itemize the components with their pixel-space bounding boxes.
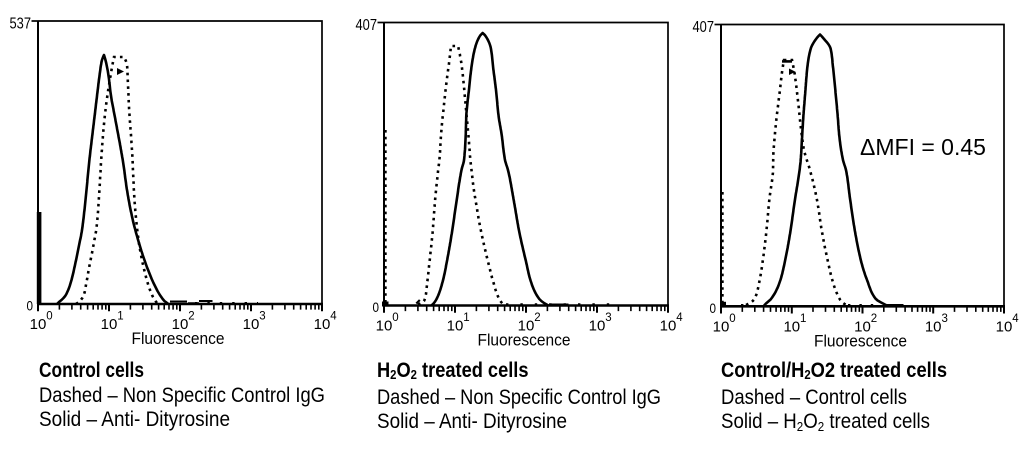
svg-text:407: 407 <box>693 19 715 36</box>
svg-text:10: 10 <box>996 318 1013 335</box>
svg-text:407: 407 <box>356 17 378 34</box>
svg-text:10: 10 <box>713 318 730 335</box>
svg-text:0: 0 <box>392 312 398 324</box>
svg-text:10: 10 <box>660 318 677 335</box>
svg-text:10: 10 <box>854 318 871 335</box>
svg-text:10: 10 <box>783 318 800 335</box>
svg-text:10: 10 <box>589 318 606 335</box>
svg-text:0: 0 <box>710 300 717 316</box>
svg-text:0: 0 <box>373 299 380 315</box>
svg-text:1: 1 <box>463 312 469 324</box>
svg-text:0: 0 <box>27 298 34 314</box>
svg-text:537: 537 <box>10 16 32 33</box>
svg-text:Fluorescence: Fluorescence <box>814 332 907 350</box>
svg-text:2: 2 <box>188 311 194 323</box>
svg-text:4: 4 <box>330 311 337 323</box>
svg-text:2: 2 <box>871 313 877 325</box>
svg-text:2: 2 <box>534 312 540 324</box>
svg-text:10: 10 <box>376 318 393 335</box>
svg-text:3: 3 <box>605 312 611 324</box>
svg-text:10: 10 <box>447 318 464 335</box>
svg-text:Fluorescence: Fluorescence <box>132 330 225 348</box>
svg-text:0: 0 <box>46 311 52 323</box>
svg-text:10: 10 <box>172 316 189 333</box>
svg-text:10: 10 <box>925 318 942 335</box>
svg-text:10: 10 <box>314 316 331 333</box>
svg-text:0: 0 <box>729 313 735 325</box>
svg-text:10: 10 <box>243 316 260 333</box>
svg-text:1: 1 <box>800 313 806 325</box>
svg-text:4: 4 <box>1012 313 1019 325</box>
svg-text:1: 1 <box>117 311 123 323</box>
svg-text:10: 10 <box>518 318 535 335</box>
svg-text:Fluorescence: Fluorescence <box>478 332 571 350</box>
svg-text:3: 3 <box>259 311 265 323</box>
svg-text:3: 3 <box>942 313 948 325</box>
svg-text:4: 4 <box>676 312 683 324</box>
svg-text:10: 10 <box>30 316 47 333</box>
svg-text:10: 10 <box>101 316 118 333</box>
